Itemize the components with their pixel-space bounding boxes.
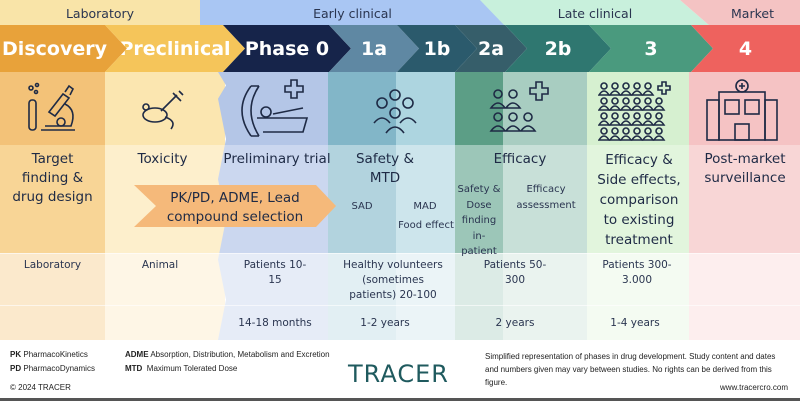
legend-adme: ADME Absorption, Distribution, Metabolis… <box>125 350 330 359</box>
abbr-def: Absorption, Distribution, Metabolism and… <box>150 350 330 359</box>
legend-pk: PK PharmacoKinetics <box>10 350 88 359</box>
goal-phase3: Efficacy & Side effects, comparison to e… <box>597 152 681 248</box>
stage-laboratory: Laboratory <box>0 0 230 26</box>
goal-food-effect: Food effect <box>398 220 454 231</box>
people-cross-icon <box>489 81 549 132</box>
mri-scanner-icon <box>241 79 309 137</box>
group-people-icon <box>373 89 417 134</box>
col-phase3 <box>587 72 689 340</box>
tracer-logo: TRACER <box>348 360 449 388</box>
col-discovery <box>0 72 105 340</box>
abbr: MTD <box>125 364 143 373</box>
phase-preclinical[interactable]: Preclinical <box>105 25 245 72</box>
phase-label: 4 <box>738 37 753 60</box>
subject-preclinical: Animal <box>141 259 179 271</box>
subject-phase3: Patients 300-3.000 <box>602 259 672 286</box>
disclaimer: Simplified representation of phases in d… <box>485 352 776 387</box>
row-divider <box>0 305 800 306</box>
goal-phase4: Post-market surveillance <box>704 151 786 186</box>
phase-label: Discovery <box>2 37 107 60</box>
stage-early-clinical: Early clinical <box>200 0 505 26</box>
goal-preclinical: Toxicity <box>137 151 188 167</box>
phase-1a[interactable]: 1a <box>329 25 419 72</box>
subject-phase1: Healthy volunteers (sometimes patients) … <box>343 259 443 301</box>
phase-label: Preclinical <box>119 37 231 60</box>
crowd-cross-icon <box>598 81 671 141</box>
phase-label: 2b <box>544 37 572 60</box>
goal-discovery: Target finding & drug design <box>12 151 93 205</box>
phase-label: 1b <box>423 37 451 60</box>
duration-phase0: 14-18 months <box>238 317 312 329</box>
website-link[interactable]: www.tracercro.com <box>719 383 788 392</box>
phase-discovery[interactable]: Discovery <box>0 25 127 72</box>
goal-phase2: Efficacy <box>493 151 547 167</box>
duration-phase2: 2 years <box>495 317 535 329</box>
phase-label: 1a <box>360 37 388 60</box>
goal-2a: Safety & Dose finding in-patient <box>457 184 501 257</box>
col-phase2a <box>455 72 503 340</box>
stage-label: Market <box>731 5 774 21</box>
stage-label: Early clinical <box>313 5 392 21</box>
subject-discovery: Laboratory <box>23 259 82 271</box>
legend-pd: PD PharmacoDynamics <box>10 364 95 373</box>
goal-sad: SAD <box>351 201 373 212</box>
goal-pkpd-arrow: PK/PD, ADME, Lead compound selection <box>134 185 336 227</box>
phase-label: 3 <box>644 37 658 60</box>
duration-phase3: 1-4 years <box>610 317 660 329</box>
subject-phase0: Patients 10-15 <box>243 259 307 286</box>
mouse-syringe-icon <box>142 90 184 130</box>
abbr: PD <box>10 364 22 373</box>
subject-phase2: Patients 50-300 <box>483 259 547 286</box>
bottom-border <box>0 398 800 401</box>
abbr: PK <box>10 350 22 359</box>
phase-label: Phase 0 <box>244 37 330 60</box>
phase-label: 2a <box>477 37 505 60</box>
stage-label: Late clinical <box>557 5 633 21</box>
abbr: ADME <box>125 350 149 359</box>
copyright: © 2024 TRACER <box>10 383 71 392</box>
goal-2b: Efficacy assessment <box>516 184 576 211</box>
col-phase1b <box>396 72 455 340</box>
duration-phase1: 1-2 years <box>360 317 410 329</box>
stage-late-clinical: Late clinical <box>480 0 710 26</box>
abbr-def: Maximum Tolerated Dose <box>146 364 238 373</box>
row-divider <box>0 253 800 254</box>
test-tube-microscope-icon <box>28 82 75 131</box>
abbr-def: PharmacoDynamics <box>23 364 95 373</box>
goal-phase1: Safety & MTD <box>355 151 414 186</box>
goal-mad: MAD <box>413 201 437 212</box>
abbr-def: PharmacoKinetics <box>23 350 88 359</box>
hospital-icon <box>706 79 778 141</box>
stage-label: Laboratory <box>65 5 135 21</box>
goal-phase0: Preliminary trial <box>223 151 331 167</box>
col-phase1a <box>328 72 396 340</box>
legend-mtd: MTD Maximum Tolerated Dose <box>125 364 237 373</box>
